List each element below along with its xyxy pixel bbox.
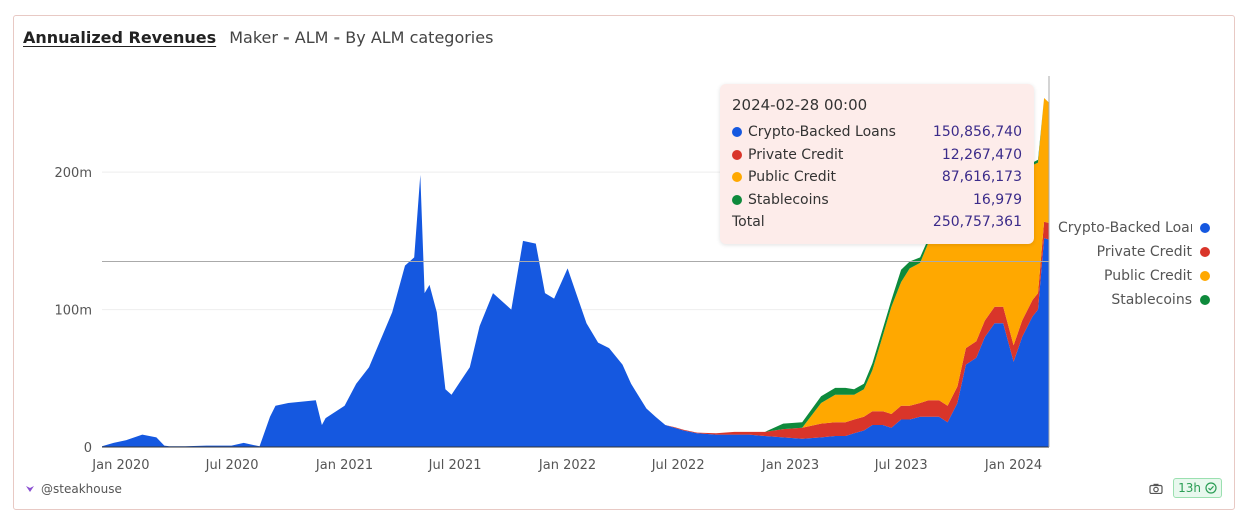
subtitle-separator: - (333, 28, 341, 47)
chart-title[interactable]: Annualized Revenues (23, 28, 217, 47)
subtitle-separator: - (283, 28, 290, 47)
subtitle-owner: Maker (229, 28, 278, 47)
tooltip-total-row: Total 250,757,361 (732, 211, 1022, 234)
subtitle-project: ALM (294, 28, 329, 47)
legend-label: Private Credit (1096, 244, 1192, 260)
y-tick-label: 100m (55, 304, 92, 319)
tooltip-row-label: Crypto-Backed Loans (748, 124, 896, 141)
tooltip-total-value: 250,757,361 (932, 214, 1022, 231)
x-tick-label: Jul 2023 (874, 458, 928, 473)
x-tick-label: Jan 2021 (315, 458, 373, 473)
legend-dot-icon (1200, 295, 1210, 305)
tooltip-row: Private Credit 12,267,470 (732, 144, 1022, 167)
steakhouse-logo-icon (26, 486, 34, 492)
tooltip-row-value: 87,616,173 (941, 169, 1022, 186)
tooltip-row-label: Public Credit (748, 169, 836, 186)
series-dot-icon (732, 172, 742, 183)
tooltip-row-label: Stablecoins (748, 191, 829, 208)
legend-item-crypto-backed-loans[interactable]: Crypto-Backed Loans (1058, 216, 1210, 240)
check-circle-icon (1205, 482, 1217, 494)
x-tick-label: Jan 2023 (761, 458, 819, 473)
freshness-value: 13h (1178, 481, 1201, 495)
tooltip-row-value: 12,267,470 (941, 146, 1022, 163)
legend-item-private-credit[interactable]: Private Credit (1058, 240, 1210, 264)
legend-item-stablecoins[interactable]: Stablecoins (1058, 288, 1210, 312)
x-tick-label: Jan 2020 (91, 458, 149, 473)
chart-header: Annualized Revenues Maker - ALM - By ALM… (23, 28, 493, 47)
x-tick-label: Jul 2021 (428, 458, 482, 473)
tooltip-row: Public Credit 87,616,173 (732, 166, 1022, 189)
x-tick-label: Jan 2022 (538, 458, 596, 473)
tooltip-row: Stablecoins 16,979 (732, 189, 1022, 212)
chart-card: Annualized Revenues Maker - ALM - By ALM… (13, 15, 1235, 510)
legend-label: Stablecoins (1111, 292, 1192, 308)
x-tick-label: Jul 2022 (651, 458, 705, 473)
legend-label: Crypto-Backed Loans (1058, 220, 1192, 236)
area-crypto-backed-loans (102, 174, 1049, 447)
tooltip-row-label: Private Credit (748, 146, 844, 163)
freshness-badge[interactable]: 13h (1173, 478, 1222, 498)
y-tick-label: 0 (84, 441, 92, 456)
x-tick-label: Jan 2024 (984, 458, 1042, 473)
author-credit[interactable]: @steakhouse (25, 482, 122, 496)
series-dot-icon (732, 149, 742, 160)
chart-legend: Crypto-Backed Loans Private Credit Publi… (1058, 216, 1210, 312)
legend-dot-icon (1200, 223, 1210, 233)
series-dot-icon (732, 194, 742, 205)
series-dot-icon (732, 127, 742, 138)
x-tick-label: Jul 2020 (205, 458, 259, 473)
hover-tooltip: 2024-02-28 00:00 Crypto-Backed Loans 150… (720, 84, 1034, 244)
footer-actions: 13h (1149, 478, 1222, 498)
subtitle-view: By ALM categories (345, 28, 494, 47)
stacked-area-chart[interactable]: 0 100m 200m Jan 2020 Jul 2020 Jan 2021 Jul 202… (14, 16, 1236, 511)
tooltip-row-value: 16,979 (973, 191, 1022, 208)
author-handle: @steakhouse (41, 482, 122, 496)
y-tick-label: 200m (55, 166, 92, 181)
legend-dot-icon (1200, 271, 1210, 281)
legend-dot-icon (1200, 247, 1210, 257)
tooltip-date: 2024-02-28 00:00 (732, 96, 868, 114)
legend-label: Public Credit (1104, 268, 1192, 284)
tooltip-row-value: 150,856,740 (932, 124, 1022, 141)
tooltip-row: Crypto-Backed Loans 150,856,740 (732, 121, 1022, 144)
tooltip-total-label: Total (732, 214, 765, 231)
camera-icon[interactable] (1149, 483, 1163, 494)
legend-item-public-credit[interactable]: Public Credit (1058, 264, 1210, 288)
